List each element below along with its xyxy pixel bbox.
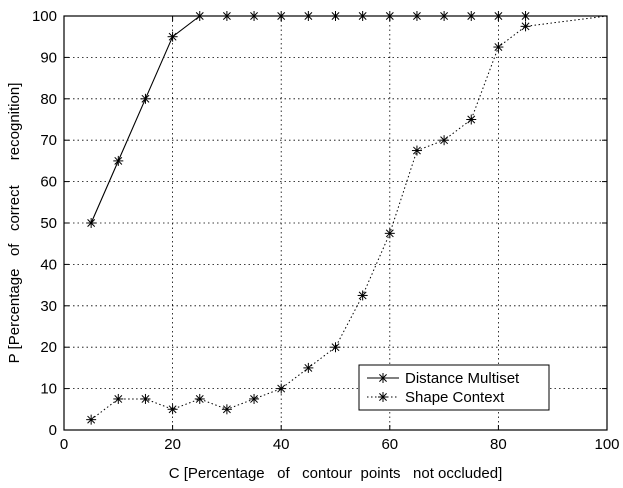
y-tick-label: 100 — [32, 8, 57, 25]
x-tick-label: 100 — [594, 436, 619, 453]
y-tick-label: 80 — [40, 91, 57, 108]
data-point — [439, 135, 450, 146]
data-point — [86, 218, 97, 228]
y-tick-label: 60 — [40, 174, 57, 191]
data-point — [194, 393, 205, 404]
x-tick-label: 60 — [381, 436, 398, 453]
legend-box — [358, 364, 550, 411]
data-point — [357, 290, 368, 301]
data-point — [466, 114, 477, 125]
data-point — [167, 404, 178, 415]
data-point — [140, 93, 151, 104]
legend: Distance Multiset Shape Context — [358, 364, 550, 411]
data-point — [113, 155, 124, 166]
data-point — [249, 393, 260, 404]
legend-label: Shape Context — [405, 389, 505, 406]
data-point — [303, 362, 314, 373]
legend-label: Distance Multiset — [405, 370, 520, 387]
legend-item: Shape Context — [367, 389, 505, 406]
y-tick-label: 40 — [40, 256, 57, 273]
x-tick-label: 40 — [273, 436, 290, 453]
y-tick-label: 70 — [40, 132, 57, 149]
series-layer — [86, 11, 608, 425]
y-tick-label: 50 — [40, 215, 57, 232]
y-tick-label: 90 — [40, 49, 57, 66]
series-0 — [86, 11, 531, 228]
legend-item: Distance Multiset — [367, 370, 520, 387]
series-line — [90, 15, 608, 421]
x-tick-label: 0 — [60, 436, 68, 453]
data-point — [140, 393, 151, 404]
ticks: 0 20 40 60 80 100 0 10 20 30 40 50 60 70 80 90 100 — [32, 8, 620, 453]
data-point — [493, 42, 504, 53]
data-point — [411, 145, 422, 156]
x-axis-label: C [Percentage of contour points not occl… — [169, 465, 503, 482]
series-line — [90, 15, 526, 224]
y-tick-label: 0 — [49, 422, 57, 439]
data-point — [330, 342, 341, 353]
y-tick-label: 30 — [40, 298, 57, 315]
y-axis-label: P [Percentage of correct recognition] — [6, 83, 23, 364]
data-point — [221, 404, 232, 415]
y-tick-label: 10 — [40, 381, 57, 398]
data-point — [276, 383, 287, 394]
grid — [64, 16, 607, 430]
x-tick-label: 80 — [490, 436, 507, 453]
legend-marker — [378, 392, 388, 402]
data-point — [520, 21, 531, 32]
x-tick-label: 20 — [164, 436, 181, 453]
y-tick-label: 20 — [40, 339, 57, 356]
data-point — [113, 393, 124, 404]
legend-marker — [378, 373, 388, 383]
data-point — [86, 414, 97, 425]
data-point — [384, 228, 395, 239]
series-1 — [86, 15, 608, 425]
data-point — [167, 31, 178, 42]
